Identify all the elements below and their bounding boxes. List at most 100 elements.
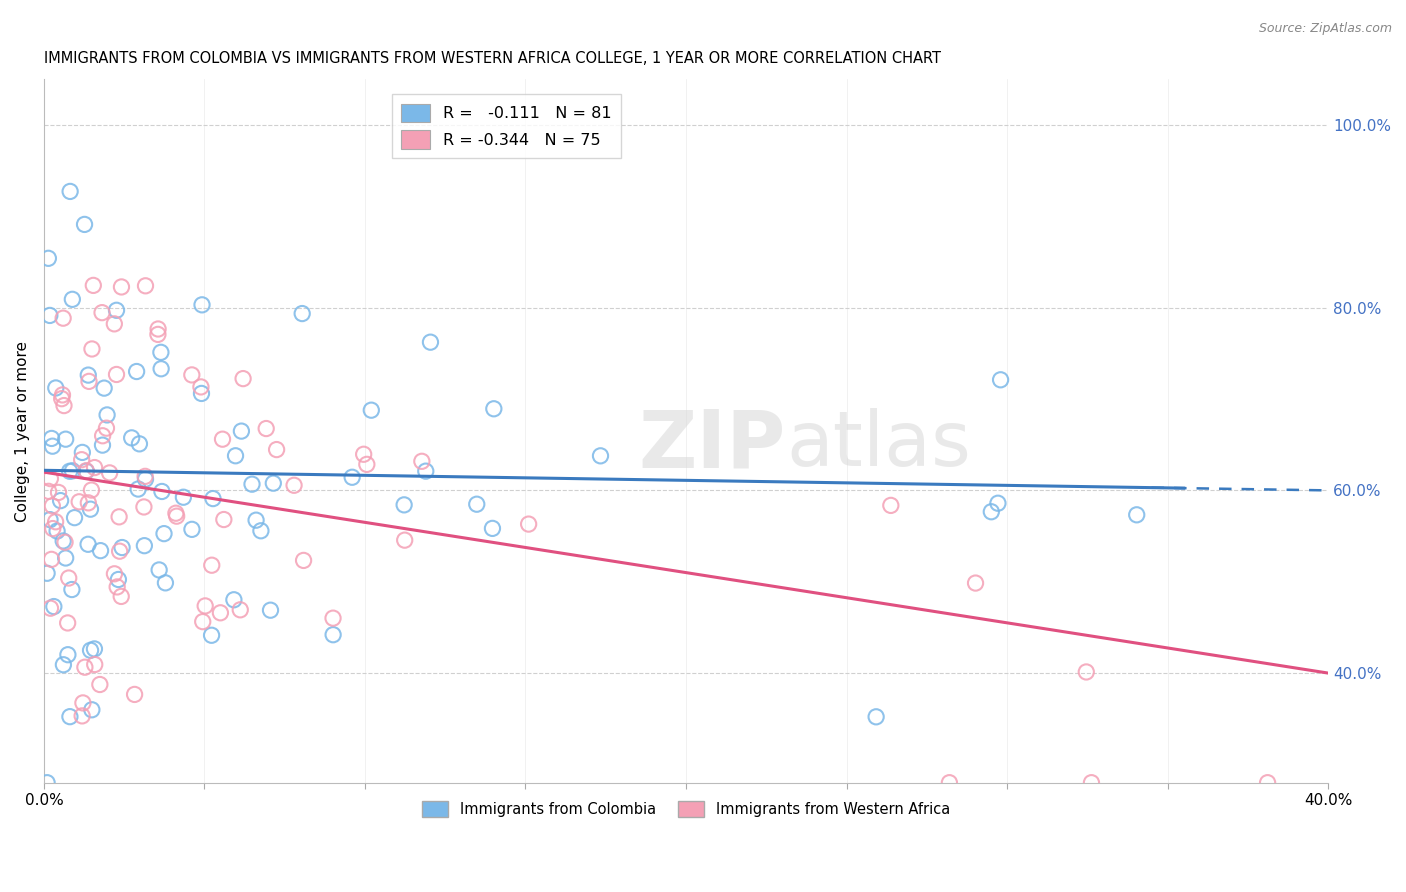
Point	[73, 218, 96, 232]
Point	[411, 454, 433, 468]
Point	[41, 439, 63, 453]
Point	[322, 611, 344, 625]
Point	[250, 524, 273, 538]
Point	[190, 386, 212, 401]
Point	[56, 615, 79, 630]
Point	[53, 535, 76, 549]
Text: IMMIGRANTS FROM COLOMBIA VS IMMIGRANTS FROM WESTERN AFRICA COLLEGE, 1 YEAR OR MO: IMMIGRANTS FROM COLOMBIA VS IMMIGRANTS F…	[44, 51, 941, 66]
Point	[292, 553, 315, 567]
Point	[62, 464, 84, 478]
Point	[38, 484, 60, 499]
Point	[111, 541, 134, 555]
Point	[259, 603, 281, 617]
Point	[172, 490, 194, 504]
Point	[46, 524, 69, 538]
Point	[77, 375, 100, 389]
Point	[72, 445, 94, 459]
Point	[153, 526, 176, 541]
Point	[225, 449, 247, 463]
Point	[865, 710, 887, 724]
Point	[103, 566, 125, 581]
Point	[103, 317, 125, 331]
Point	[1125, 508, 1147, 522]
Point	[356, 458, 378, 472]
Point	[91, 306, 114, 320]
Point	[222, 592, 245, 607]
Point	[75, 464, 97, 478]
Point	[465, 497, 488, 511]
Point	[254, 421, 277, 435]
Point	[212, 512, 235, 526]
Point	[415, 464, 437, 478]
Point	[37, 252, 59, 266]
Point	[55, 551, 77, 566]
Point	[394, 533, 416, 548]
Point	[98, 466, 121, 480]
Point	[134, 278, 156, 293]
Point	[125, 364, 148, 378]
Point	[77, 537, 100, 551]
Point	[938, 775, 960, 789]
Point	[392, 498, 415, 512]
Point	[419, 335, 441, 350]
Point	[191, 615, 214, 629]
Point	[49, 493, 72, 508]
Point	[90, 543, 112, 558]
Point	[93, 381, 115, 395]
Point	[146, 327, 169, 342]
Point	[880, 499, 903, 513]
Point	[83, 641, 105, 656]
Point	[73, 660, 96, 674]
Point	[60, 582, 83, 597]
Point	[1257, 775, 1279, 789]
Point	[52, 533, 75, 548]
Point	[240, 477, 263, 491]
Point	[987, 496, 1010, 510]
Point	[107, 573, 129, 587]
Point	[39, 601, 62, 615]
Point	[980, 505, 1002, 519]
Point	[91, 429, 114, 443]
Point	[41, 552, 63, 566]
Point	[146, 322, 169, 336]
Point	[105, 303, 128, 318]
Point	[67, 495, 90, 509]
Point	[209, 606, 232, 620]
Point	[191, 298, 214, 312]
Point	[128, 437, 150, 451]
Point	[39, 513, 62, 527]
Point	[180, 368, 202, 382]
Point	[322, 628, 344, 642]
Point	[45, 515, 67, 529]
Point	[482, 401, 505, 416]
Point	[165, 506, 187, 520]
Point	[134, 539, 156, 553]
Point	[283, 478, 305, 492]
Point	[201, 558, 224, 573]
Point	[148, 563, 170, 577]
Point	[134, 472, 156, 486]
Point	[965, 576, 987, 591]
Point	[1076, 665, 1098, 679]
Point	[42, 522, 65, 536]
Point	[39, 472, 62, 486]
Point	[134, 469, 156, 483]
Point	[58, 571, 80, 585]
Point	[517, 517, 540, 532]
Point	[41, 432, 63, 446]
Point	[89, 677, 111, 691]
Point	[231, 424, 253, 438]
Point	[51, 392, 73, 406]
Point	[77, 496, 100, 510]
Point	[45, 381, 67, 395]
Point	[96, 408, 118, 422]
Point	[82, 278, 104, 293]
Point	[481, 521, 503, 535]
Point	[83, 460, 105, 475]
Point	[70, 452, 93, 467]
Point	[35, 775, 58, 789]
Point	[266, 442, 288, 457]
Point	[110, 280, 132, 294]
Point	[41, 499, 63, 513]
Point	[75, 464, 97, 478]
